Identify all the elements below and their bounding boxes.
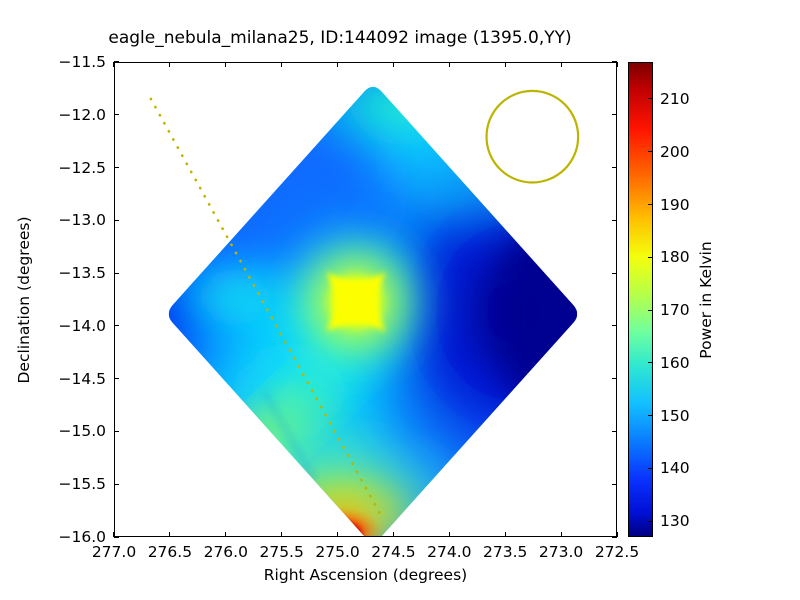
y-tick-mark bbox=[612, 325, 617, 327]
colorbar-tick-mark bbox=[648, 256, 653, 258]
y-tick-mark bbox=[612, 61, 617, 63]
colorbar-tick-mark bbox=[648, 520, 653, 522]
colorbar-tick-mark bbox=[648, 467, 653, 469]
y-tick-label: −14.0 bbox=[58, 316, 107, 335]
x-tick-label: 276.0 bbox=[203, 543, 248, 561]
y-tick-mark bbox=[612, 430, 617, 433]
x-tick-label: 274.5 bbox=[371, 543, 416, 561]
beam-circle bbox=[485, 89, 580, 184]
y-tick-mark bbox=[114, 325, 119, 327]
x-tick-mark bbox=[225, 532, 227, 537]
colorbar-tick-mark bbox=[648, 415, 653, 417]
x-tick-label: 276.5 bbox=[147, 543, 193, 561]
x-tick-label: 277.0 bbox=[91, 543, 137, 561]
y-tick-label: −12.5 bbox=[58, 158, 107, 177]
x-tick-mark bbox=[392, 532, 395, 537]
y-tick-label: −13.5 bbox=[58, 264, 107, 283]
x-tick-mark bbox=[113, 532, 115, 537]
x-tick-mark bbox=[448, 532, 450, 537]
colorbar-tick-mark bbox=[648, 362, 653, 364]
x-tick-mark bbox=[281, 62, 283, 67]
colorbar-tick-label: 180 bbox=[660, 248, 690, 267]
colorbar-tick-mark bbox=[648, 203, 653, 206]
x-tick-mark bbox=[504, 62, 506, 67]
x-tick-label: 274.0 bbox=[427, 543, 472, 561]
y-tick-mark bbox=[612, 378, 617, 380]
x-tick-mark bbox=[113, 62, 115, 67]
y-axis-title: Declination (degrees) bbox=[15, 216, 33, 384]
y-tick-mark bbox=[114, 166, 119, 169]
y-tick-label: −15.5 bbox=[58, 475, 107, 494]
y-tick-mark bbox=[114, 61, 119, 63]
x-tick-mark bbox=[169, 532, 171, 537]
x-tick-mark bbox=[504, 532, 506, 537]
x-tick-label: 275.0 bbox=[315, 543, 360, 561]
colorbar-tick-mark bbox=[648, 309, 653, 311]
y-tick-label: −13.0 bbox=[58, 211, 107, 230]
y-tick-mark bbox=[612, 536, 617, 538]
x-tick-label: 272.5 bbox=[594, 543, 640, 561]
x-tick-mark bbox=[336, 532, 339, 537]
image-axes[interactable] bbox=[114, 62, 617, 537]
x-tick-mark bbox=[616, 62, 618, 67]
x-tick-label: 273.5 bbox=[483, 543, 528, 561]
y-tick-mark bbox=[114, 114, 119, 116]
colorbar-tick-label: 150 bbox=[660, 406, 690, 425]
y-tick-mark bbox=[612, 219, 617, 221]
colorbar[interactable] bbox=[628, 62, 653, 537]
y-tick-mark bbox=[612, 166, 617, 169]
sky-image bbox=[115, 63, 616, 536]
plot-title: eagle_nebula_milana25, ID:144092 image (… bbox=[108, 28, 572, 48]
x-tick-label: 273.0 bbox=[538, 543, 584, 561]
x-tick-mark bbox=[225, 62, 227, 67]
x-tick-mark bbox=[560, 62, 562, 67]
colorbar-tick-label: 130 bbox=[660, 512, 690, 531]
colorbar-tick-mark bbox=[648, 98, 653, 100]
x-tick-mark bbox=[336, 62, 339, 67]
y-tick-mark bbox=[114, 483, 119, 485]
y-tick-mark bbox=[612, 272, 617, 274]
colorbar-tick-label: 160 bbox=[660, 353, 690, 372]
x-axis-title: Right Ascension (degrees) bbox=[263, 566, 468, 584]
colorbar-tick-mark bbox=[648, 151, 653, 153]
x-tick-mark bbox=[560, 532, 562, 537]
x-tick-mark bbox=[448, 62, 450, 67]
x-tick-label: 275.5 bbox=[259, 543, 304, 561]
colorbar-tick-label: 170 bbox=[660, 301, 690, 320]
x-tick-mark bbox=[616, 532, 618, 537]
x-tick-mark bbox=[169, 62, 171, 67]
y-tick-mark bbox=[114, 378, 119, 380]
y-tick-label: −14.5 bbox=[58, 369, 107, 388]
y-tick-label: −12.0 bbox=[58, 105, 107, 124]
colorbar-title: Power in Kelvin bbox=[697, 241, 715, 359]
colorbar-tick-label: 190 bbox=[660, 195, 690, 214]
colorbar-tick-label: 140 bbox=[660, 459, 690, 478]
colorbar-tick-label: 210 bbox=[660, 89, 690, 108]
y-tick-label: −11.5 bbox=[58, 53, 107, 71]
y-tick-mark bbox=[114, 536, 119, 538]
y-tick-mark bbox=[612, 483, 617, 485]
x-tick-mark bbox=[392, 62, 395, 67]
y-tick-label: −15.0 bbox=[58, 422, 107, 441]
x-tick-mark bbox=[281, 532, 283, 537]
y-tick-mark bbox=[114, 272, 119, 274]
y-tick-mark bbox=[114, 219, 119, 221]
colorbar-tick-label: 200 bbox=[660, 142, 690, 161]
y-tick-label: −16.0 bbox=[58, 528, 107, 546]
y-tick-mark bbox=[612, 114, 617, 116]
dotted-track-line bbox=[149, 97, 384, 519]
y-tick-mark bbox=[114, 430, 119, 433]
